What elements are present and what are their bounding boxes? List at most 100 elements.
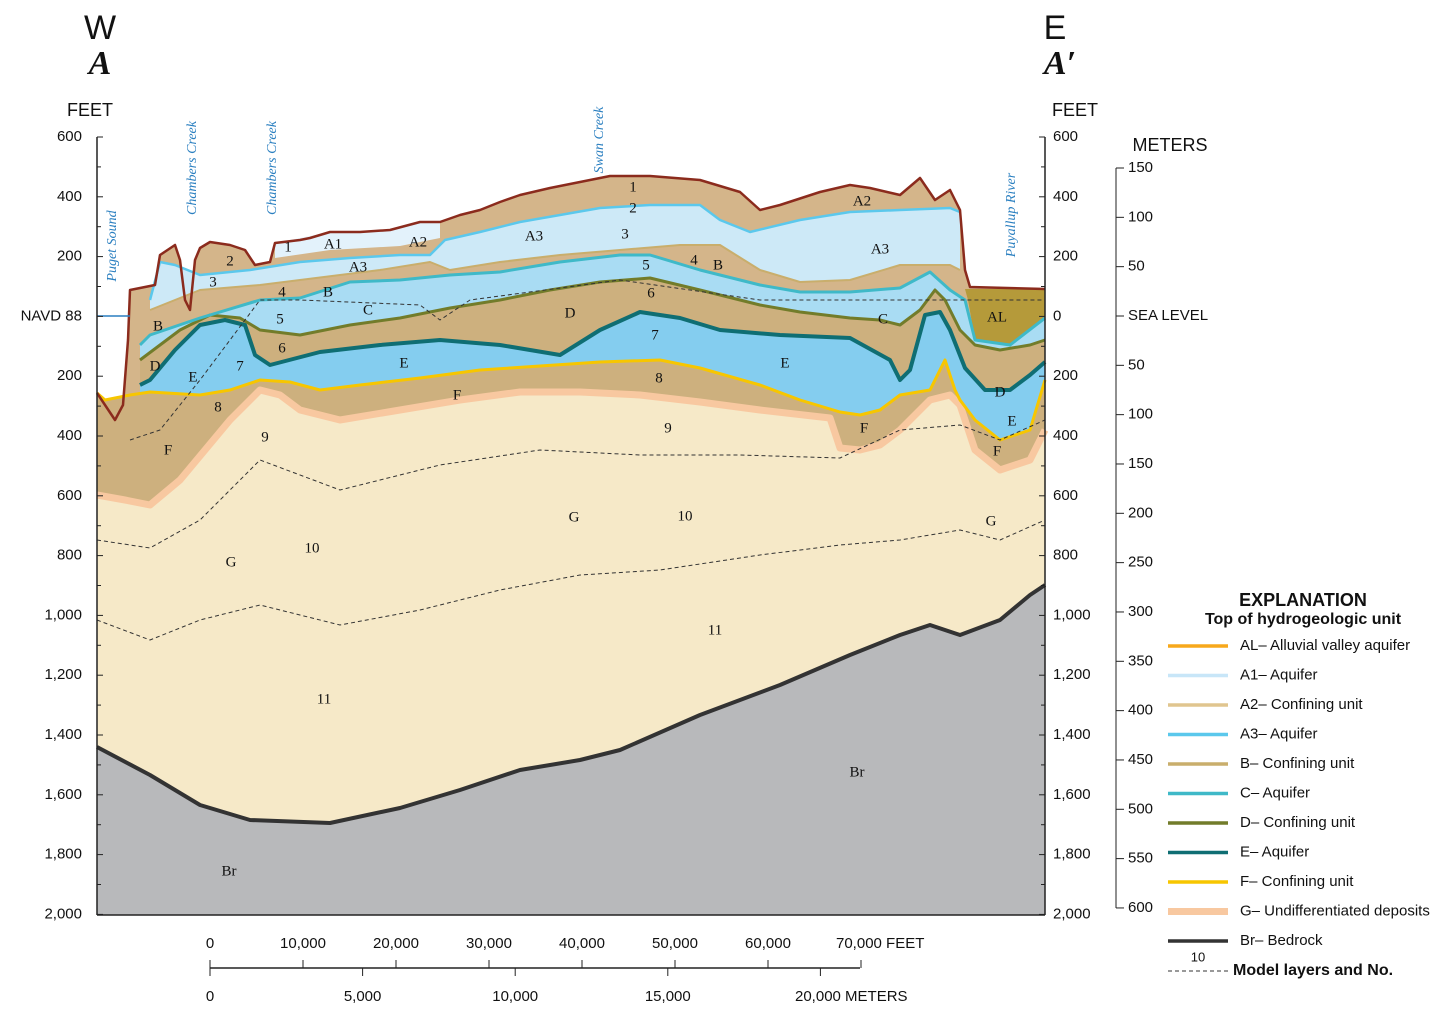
unit-label: 8 <box>214 399 222 415</box>
unit-label: 2 <box>629 200 637 216</box>
unit-label: 7 <box>236 358 244 374</box>
unit-label: 3 <box>209 274 217 290</box>
right-tick-label: 600 <box>1053 487 1078 504</box>
legend-label: G– Undifferentiated deposits <box>1240 902 1430 919</box>
meters-tick-label: 50 <box>1128 258 1145 275</box>
legend-label: D– Confining unit <box>1240 814 1356 831</box>
right-tick-label: 1,600 <box>1053 786 1091 803</box>
unit-label: A3 <box>871 241 889 257</box>
unit-label: G <box>226 554 237 570</box>
place-label: Chambers Creek <box>185 120 200 215</box>
scale-feet-label: 40,000 <box>559 935 605 952</box>
body: W A E A′ FEET FEET METERS EXPLANATION To… <box>0 0 1447 1010</box>
unit-label: 10 <box>305 540 320 556</box>
west-section: A <box>87 45 112 82</box>
meters-tick-label: 300 <box>1128 603 1153 620</box>
unit-label: 5 <box>642 257 650 273</box>
unit-label: D <box>150 358 161 374</box>
right-tick-label: 1,800 <box>1053 846 1091 863</box>
scale-feet-label: 60,000 <box>745 935 791 952</box>
unit-label: 8 <box>655 370 663 386</box>
unit-label: Br <box>850 764 865 780</box>
scale-meter-label: 0 <box>206 988 214 1005</box>
meters-tick-label: SEA LEVEL <box>1128 307 1208 324</box>
unit-label: G <box>569 509 580 525</box>
scale-meter-label: 15,000 <box>645 988 691 1005</box>
left-tick-label: 1,600 <box>44 786 82 803</box>
meters-tick-label: 150 <box>1128 455 1153 472</box>
unit-label: F <box>453 387 461 403</box>
unit-label: 9 <box>664 420 672 436</box>
unit-label: D <box>565 305 576 321</box>
unit-label: 9 <box>261 429 269 445</box>
legend-subtitle: Top of hydrogeologic unit <box>1205 611 1402 628</box>
unit-label: 10 <box>678 508 693 524</box>
place-label: Puget Sound <box>105 209 120 282</box>
meters-tick-label: 400 <box>1128 702 1153 719</box>
meters-tick-label: 600 <box>1128 899 1153 916</box>
unit-label: D <box>995 384 1006 400</box>
left-tick-label: 200 <box>57 248 82 265</box>
unit-label: 1 <box>629 179 637 195</box>
unit-label: 6 <box>647 285 655 301</box>
legend-label: F– Confining unit <box>1240 873 1354 890</box>
left-tick-label: 600 <box>57 128 82 145</box>
left-tick-label: 1,000 <box>44 606 82 623</box>
right-tick-label: 1,200 <box>1053 666 1091 683</box>
unit-label: 5 <box>276 311 284 327</box>
right-tick-label: 1,400 <box>1053 726 1091 743</box>
scale-feet-label: 0 <box>206 935 214 952</box>
unit-label: B <box>713 257 723 273</box>
unit-label: AL <box>987 309 1007 325</box>
unit-label: A2 <box>853 193 871 209</box>
scale-feet-label: 50,000 <box>652 935 698 952</box>
section-diagram: W A E A′ FEET FEET METERS EXPLANATION To… <box>0 0 1447 1010</box>
place-label: Puyallup River <box>1004 172 1019 258</box>
meters-tick-label: 100 <box>1128 406 1153 423</box>
meters-tick-label: 550 <box>1128 850 1153 867</box>
unit-label: 3 <box>621 226 629 242</box>
meters-tick-label: 50 <box>1128 356 1145 373</box>
left-tick-label: 1,800 <box>44 846 82 863</box>
west-label: W <box>84 9 116 47</box>
left-unit: FEET <box>67 100 113 120</box>
unit-label: 4 <box>278 284 286 300</box>
legend-label: B– Confining unit <box>1240 755 1355 772</box>
left-tick-label: 400 <box>57 188 82 205</box>
left-tick-label: 600 <box>57 487 82 504</box>
meters-tick-label: 150 <box>1128 159 1153 176</box>
unit-label: 11 <box>708 622 722 638</box>
legend-label: Br– Bedrock <box>1240 932 1323 949</box>
legend-label: A2– Confining unit <box>1240 696 1363 713</box>
right-tick-label: 400 <box>1053 188 1078 205</box>
unit-label: E <box>188 369 197 385</box>
unit-label: C <box>878 311 888 327</box>
meters-tick-label: 250 <box>1128 554 1153 571</box>
unit-label: 11 <box>317 691 331 707</box>
left-tick-label: 800 <box>57 547 82 564</box>
unit-label: F <box>993 443 1001 459</box>
unit-label: B <box>153 318 163 334</box>
left-tick-label: 1,200 <box>44 666 82 683</box>
left-tick-label: NAVD 88 <box>21 307 82 324</box>
unit-label: E <box>1007 413 1016 429</box>
unit-label: E <box>399 355 408 371</box>
right-tick-label: 200 <box>1053 248 1078 265</box>
right-tick-label: 2,000 <box>1053 905 1091 922</box>
unit-label: 1 <box>284 239 292 255</box>
scale-feet-label: 30,000 <box>466 935 512 952</box>
unit-label: F <box>164 442 172 458</box>
left-tick-label: 400 <box>57 427 82 444</box>
left-tick-label: 1,400 <box>44 726 82 743</box>
right-tick-label: 800 <box>1053 547 1078 564</box>
legend-title: EXPLANATION <box>1239 590 1367 610</box>
meters-tick-label: 100 <box>1128 208 1153 225</box>
right-tick-label: 400 <box>1053 427 1078 444</box>
right-tick-label: 200 <box>1053 367 1078 384</box>
left-tick-label: 200 <box>57 367 82 384</box>
place-label: Swan Creek <box>592 106 607 174</box>
scale-feet-label: 10,000 <box>280 935 326 952</box>
unit-label: 4 <box>690 252 698 268</box>
meters-tick-label: 200 <box>1128 504 1153 521</box>
unit-label: B <box>323 284 333 300</box>
